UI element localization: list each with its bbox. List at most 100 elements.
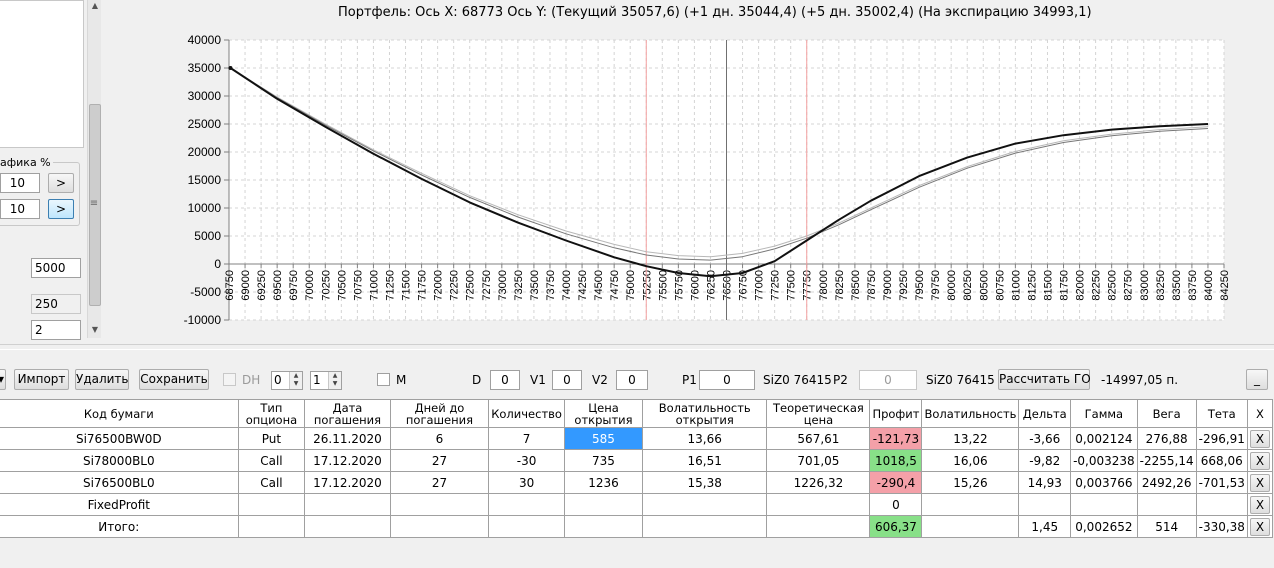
d-field[interactable]: 0 [490, 370, 520, 390]
spin-field-1[interactable]: 0 ▲ ▼ [271, 371, 303, 390]
table-cell[interactable]: Si76500BW0D [0, 427, 239, 450]
table-cell[interactable]: 276,88 [1136, 427, 1197, 450]
table-cell[interactable]: -3,66 [1018, 427, 1072, 450]
scroll-thumb[interactable] [89, 104, 101, 306]
column-header[interactable]: Профит [869, 399, 923, 428]
table-cell[interactable]: Итого: [0, 515, 239, 538]
remove-row-button[interactable]: X [1249, 451, 1270, 470]
table-cell[interactable] [1018, 493, 1072, 516]
table-cell[interactable]: 13,66 [642, 427, 768, 450]
table-cell[interactable]: Si78000BL0 [0, 449, 239, 472]
column-header[interactable]: Дней до погашения [389, 399, 490, 428]
table-cell[interactable]: -2255,14 [1136, 449, 1197, 472]
positions-table[interactable]: Код бумаги Тип опциона Дата погашения Дней … [0, 399, 1274, 538]
table-cell[interactable] [921, 493, 1020, 516]
table-cell[interactable]: 6 [389, 427, 490, 450]
column-header[interactable]: Теоретическая цена [766, 399, 871, 428]
table-cell[interactable]: 0,002124 [1070, 427, 1138, 450]
p1-field[interactable]: 0 [699, 370, 755, 390]
table-cell[interactable]: 17.12.2020 [304, 471, 391, 494]
percent-apply-button-2[interactable]: > [48, 199, 74, 219]
table-cell[interactable]: 26.11.2020 [304, 427, 391, 450]
table-cell[interactable]: 13,22 [921, 427, 1020, 450]
table-cell[interactable] [488, 515, 565, 538]
days-field[interactable]: 2 [31, 320, 81, 340]
dropdown-arrow-button[interactable]: ▾ [0, 369, 6, 390]
column-header[interactable]: Вега [1136, 399, 1197, 428]
table-cell[interactable] [237, 493, 306, 516]
remove-row-cell[interactable]: X [1246, 427, 1274, 450]
table-cell[interactable]: 585 [563, 427, 644, 450]
table-cell[interactable] [921, 515, 1020, 538]
table-cell[interactable]: 7 [488, 427, 565, 450]
table-cell[interactable]: 0,002652 [1070, 515, 1138, 538]
table-row[interactable]: Si76500BW0D Put 26.11.2020 6 7 585 13,66 567,61… [0, 427, 1274, 450]
percent-field-2[interactable]: 10 [0, 199, 40, 219]
column-header[interactable]: Тип опциона [237, 399, 306, 428]
table-cell[interactable]: 514 [1136, 515, 1197, 538]
table-cell[interactable]: 567,61 [766, 427, 871, 450]
table-cell[interactable] [1195, 493, 1248, 516]
remove-row-cell[interactable]: X [1246, 493, 1274, 516]
column-header[interactable]: X [1246, 399, 1274, 428]
remove-row-button[interactable]: X [1249, 473, 1270, 492]
table-cell[interactable]: -296,91 [1195, 427, 1248, 450]
table-cell[interactable]: 16,51 [642, 449, 768, 472]
column-header[interactable]: Количество [488, 399, 565, 428]
settings-scrollbar[interactable]: ▲ ≡ ▼ [87, 0, 101, 338]
table-cell[interactable]: 27 [389, 449, 490, 472]
import-button[interactable]: Импорт [14, 369, 69, 390]
table-cell[interactable]: 701,05 [766, 449, 871, 472]
table-cell[interactable]: 27 [389, 471, 490, 494]
table-cell[interactable]: -0,003238 [1070, 449, 1138, 472]
table-cell[interactable]: Call [237, 449, 306, 472]
table-cell[interactable]: 30 [488, 471, 565, 494]
table-cell[interactable] [563, 515, 644, 538]
table-cell[interactable]: 1236 [563, 471, 644, 494]
table-cell[interactable]: -290,4 [869, 471, 923, 494]
percent-apply-button-1[interactable]: > [48, 173, 74, 193]
percent-field-1[interactable]: 10 [0, 173, 40, 193]
delete-button[interactable]: Удалить [75, 369, 129, 390]
table-cell[interactable]: 1018,5 [869, 449, 923, 472]
table-row[interactable]: Si76500BL0 Call 17.12.2020 27 30 1236 15,38 122… [0, 471, 1274, 494]
table-cell[interactable]: -121,73 [869, 427, 923, 450]
table-cell[interactable]: 17.12.2020 [304, 449, 391, 472]
column-header[interactable]: Волатильность открытия [642, 399, 768, 428]
table-cell[interactable] [237, 515, 306, 538]
column-header[interactable]: Дата погашения [304, 399, 391, 428]
step-field[interactable]: 5000 [31, 258, 81, 278]
remove-row-cell[interactable]: X [1246, 471, 1274, 494]
table-cell[interactable]: -701,53 [1195, 471, 1248, 494]
remove-row-cell[interactable]: X [1246, 515, 1274, 538]
column-header[interactable]: Цена открытия [563, 399, 644, 428]
table-cell[interactable] [304, 493, 391, 516]
table-row[interactable]: Si78000BL0 Call 17.12.2020 27 -30 735 16,51 701… [0, 449, 1274, 472]
table-cell[interactable]: 735 [563, 449, 644, 472]
table-cell[interactable]: -330,38 [1195, 515, 1248, 538]
table-cell[interactable] [642, 515, 768, 538]
remove-row-button[interactable]: X [1249, 495, 1270, 514]
v2-field[interactable]: 0 [616, 370, 648, 390]
table-cell[interactable]: 2492,26 [1136, 471, 1197, 494]
table-cell[interactable] [766, 493, 871, 516]
save-button[interactable]: Сохранить [139, 369, 209, 390]
spin-arrows-icon[interactable]: ▲ ▼ [328, 372, 341, 389]
spin-arrows-icon[interactable]: ▲ ▼ [289, 372, 302, 389]
table-cell[interactable]: 0,003766 [1070, 471, 1138, 494]
column-header[interactable]: Код бумаги [0, 399, 239, 428]
table-cell[interactable] [1136, 493, 1197, 516]
table-row[interactable]: FixedProfit 0 X [0, 493, 1274, 516]
table-cell[interactable]: -9,82 [1018, 449, 1072, 472]
table-cell[interactable]: -30 [488, 449, 565, 472]
table-cell[interactable]: 0 [869, 493, 923, 516]
dh-checkbox[interactable] [223, 373, 236, 386]
table-row[interactable]: Итого: 606,37 1,45 0,002652 514 -330,38 X [0, 515, 1274, 538]
table-cell[interactable]: Put [237, 427, 306, 450]
table-cell[interactable] [1070, 493, 1138, 516]
table-cell[interactable]: 1226,32 [766, 471, 871, 494]
column-header[interactable]: Гамма [1070, 399, 1138, 428]
table-cell[interactable]: 668,06 [1195, 449, 1248, 472]
table-cell[interactable]: 1,45 [1018, 515, 1072, 538]
column-header[interactable]: Волатильность [921, 399, 1020, 428]
